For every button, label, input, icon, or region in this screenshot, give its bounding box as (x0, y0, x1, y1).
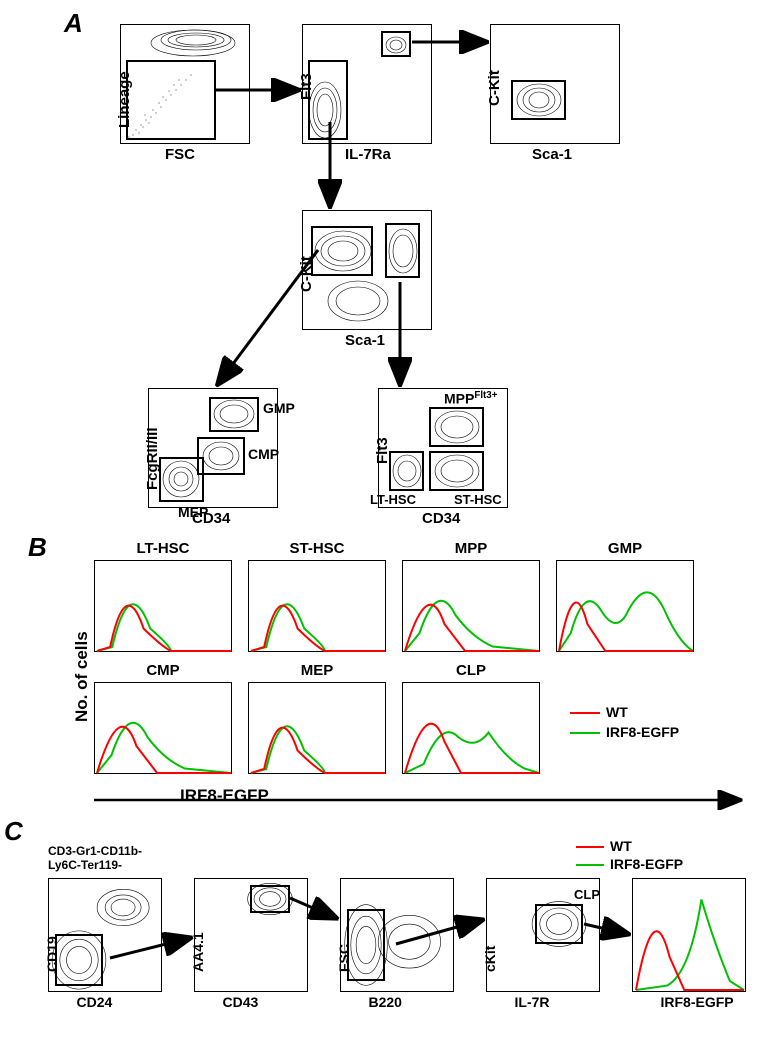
plot-c-1 (194, 878, 308, 992)
ylabel-flt3-2: Flt3 (374, 437, 391, 464)
histogram-icon (249, 683, 387, 775)
ylabel-lineage: Lineage (116, 71, 133, 128)
xlabel-c-1: CD43 (223, 994, 259, 1010)
xlabel-fsc: FSC (165, 146, 195, 163)
hist-title-gmp: GMP (556, 540, 694, 557)
hist-clp (402, 682, 540, 774)
hist-title-clp: CLP (402, 662, 540, 679)
legend-line-wt-b (570, 712, 600, 714)
xlabel-cd34-1: CD34 (192, 510, 230, 527)
hist-title-mpp: MPP (402, 540, 540, 557)
xlabel-sca1-1: Sca-1 (532, 146, 572, 163)
ylabel-c-1: AA4.1 (190, 932, 206, 972)
gate-clp-flt3 (511, 80, 566, 120)
xlabel-cd34-2: CD34 (422, 510, 460, 527)
hist-st-hsc (248, 560, 386, 652)
legend-text-wt-b: WT (606, 704, 628, 720)
xlabel-irf8egfp-b: IRF8-EGFP (180, 786, 269, 806)
ylabel-c-3: cKit (482, 946, 498, 972)
legend-line-egfp-c (576, 864, 604, 866)
hist-cmp (94, 682, 232, 774)
gate-sthsc (429, 451, 484, 491)
hist-lt-hsc (94, 560, 232, 652)
panel-label-c: C (4, 816, 23, 847)
gate-c-0 (55, 934, 103, 986)
gate-lineage-neg (126, 60, 216, 140)
gate-mep (159, 457, 204, 502)
xlabel-c-3: IL-7R (515, 994, 550, 1010)
plot-ckit-sca1-clp: CLPFlt3+ (490, 24, 620, 144)
gate-label-mpp: MPPFlt3+ (444, 390, 497, 407)
histogram-icon (403, 683, 541, 775)
gate-label-gmp: GMP (263, 400, 295, 416)
gate-cmp (197, 437, 245, 475)
histogram-icon (95, 683, 233, 775)
xlabel-il7ra: IL-7Ra (345, 146, 391, 163)
plot-ckit-sca1-main (302, 210, 432, 330)
gate-flt3-il7ra-lower (308, 60, 348, 140)
plot-c-0 (48, 878, 162, 992)
ylabel-ckit-2: C-Kit (298, 256, 315, 292)
ylabel-c-2: FSC (336, 944, 352, 972)
plot-flt3-il7ra (302, 24, 432, 144)
gate-label-cmp: CMP (248, 446, 279, 462)
gate-ckit-sca1-right (385, 223, 420, 278)
hist-title-mep: MEP (248, 662, 386, 679)
hist-mep (248, 682, 386, 774)
ylabel-flt3-1: Flt3 (298, 73, 315, 100)
histogram-icon (557, 561, 695, 653)
gate-label-c-3: CLP (574, 887, 600, 902)
histogram-icon (249, 561, 387, 653)
hist-title-cmp: CMP (94, 662, 232, 679)
panel-label-a: A (64, 8, 83, 39)
gate-mpp (429, 407, 484, 447)
ylabel-ckit-1: C-Kit (486, 70, 503, 106)
xlabel-c-2: B220 (369, 994, 402, 1010)
hist-gmp (556, 560, 694, 652)
gate-gmp (209, 397, 259, 432)
gate-c-3 (535, 904, 583, 944)
plot-lineage-fsc (120, 24, 250, 144)
marker-exclusion-text: CD3-Gr1-CD11b- Ly6C-Ter119- (48, 844, 142, 872)
legend-text-egfp-c: IRF8-EGFP (610, 856, 683, 872)
plot-c-4 (632, 878, 746, 992)
ylabel-noofcells: No. of cells (72, 631, 92, 722)
hist-title-st-hsc: ST-HSC (248, 540, 386, 557)
gate-label-sthsc: ST-HSC (454, 492, 502, 507)
histogram-icon (633, 879, 747, 993)
xlabel-c-4: IRF8-EGFP (661, 994, 734, 1010)
gate-lthsc (389, 451, 424, 491)
legend-line-wt-c (576, 846, 604, 848)
xlabel-c-0: CD24 (77, 994, 113, 1010)
gate-c-1 (250, 885, 290, 913)
histogram-icon (95, 561, 233, 653)
plot-c-2 (340, 878, 454, 992)
gate-ckit-sca1-left (311, 226, 373, 276)
gate-c-2 (347, 909, 385, 981)
legend-text-wt-c: WT (610, 838, 632, 854)
panel-label-b: B (28, 532, 47, 563)
hist-title-lt-hsc: LT-HSC (94, 540, 232, 557)
legend-text-egfp-b: IRF8-EGFP (606, 724, 679, 740)
ylabel-fcgr: FcgRII/III (144, 427, 161, 490)
xlabel-sca1-2: Sca-1 (345, 332, 385, 349)
ylabel-c-0: CD19 (44, 936, 60, 972)
legend-line-egfp-b (570, 732, 600, 734)
hist-mpp (402, 560, 540, 652)
gate-label-lthsc: LT-HSC (370, 492, 416, 507)
gate-flt3-il7ra-upper (381, 31, 411, 57)
histogram-icon (403, 561, 541, 653)
